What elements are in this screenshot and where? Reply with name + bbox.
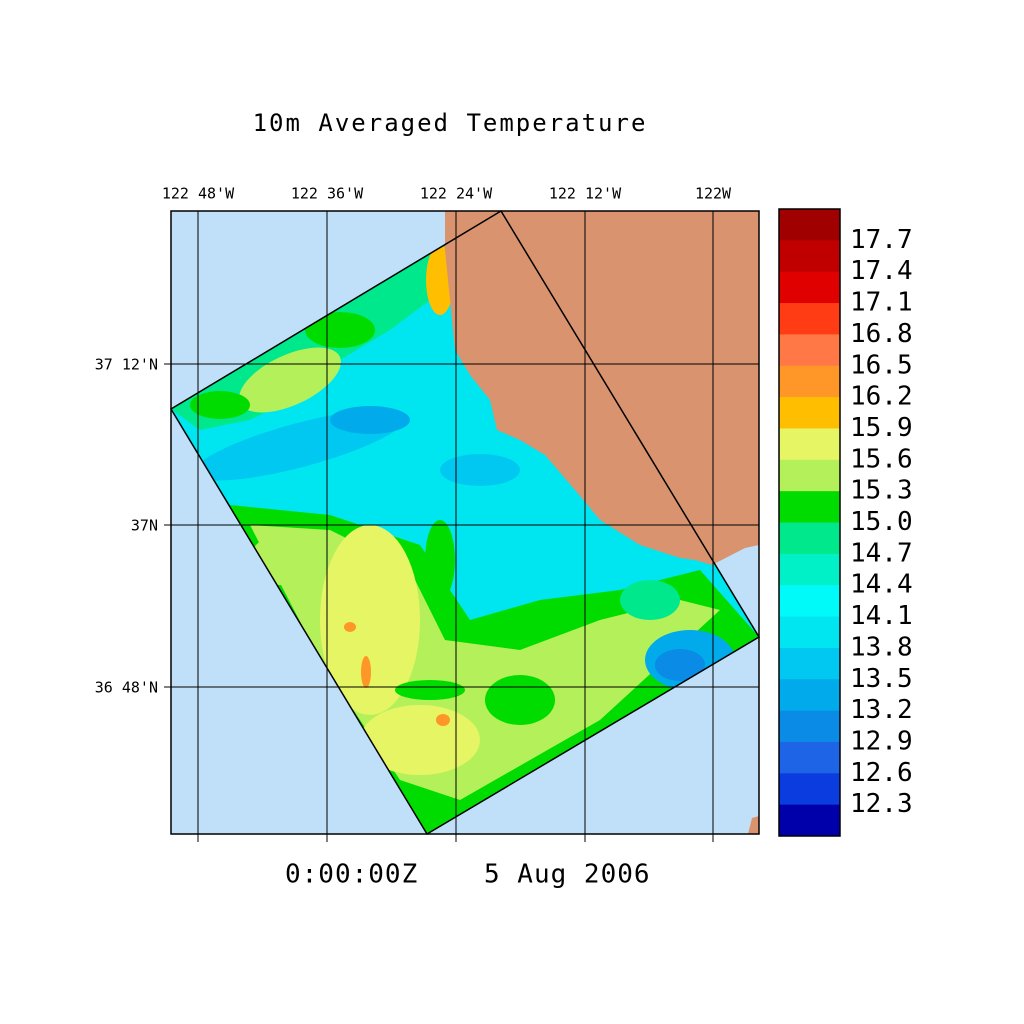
colorbar-label: 14.7 (850, 538, 913, 568)
land (445, 211, 759, 565)
colorbar-box (779, 240, 840, 273)
colorbar-box (779, 365, 840, 398)
colorbar-box (779, 459, 840, 492)
colorbar-label: 17.1 (850, 288, 913, 318)
lon-label: 122 36'W (291, 185, 364, 203)
lon-label: 122W (695, 185, 732, 203)
lon-label: 122 48'W (162, 185, 235, 203)
lat-label: 37N (131, 517, 158, 535)
map-frame (170, 210, 760, 835)
colorbar-label: 15.6 (850, 444, 913, 474)
colorbar-box (779, 773, 840, 806)
colorbar-label: 12.3 (850, 789, 913, 819)
colorbar-label: 12.9 (850, 726, 913, 756)
colorbar-label: 17.4 (850, 256, 913, 286)
colorbar-box (779, 428, 840, 461)
colorbar-box (779, 397, 840, 429)
colorbar-box (779, 553, 840, 586)
colorbar-box (779, 491, 840, 523)
colorbar-box (779, 679, 840, 712)
colorbar-label: 15.3 (850, 476, 913, 506)
colorbar-label: 13.2 (850, 695, 913, 725)
colorbar-box (779, 804, 840, 837)
colorbar-label: 15.0 (850, 507, 913, 537)
title: 10m Averaged Temperature (253, 109, 648, 137)
colorbar: 17.717.417.116.816.516.215.915.615.315.0… (778, 208, 913, 837)
colorbar-box (779, 741, 840, 774)
colorbar-box (779, 522, 840, 555)
land (748, 816, 759, 834)
colorbar-box (779, 616, 840, 649)
colorbar-box (779, 710, 840, 743)
colorbar-frame (778, 208, 841, 837)
date-label: 5 Aug 2006 (484, 860, 651, 890)
colorbar-label: 13.8 (850, 632, 913, 662)
lon-label: 122 24'W (420, 185, 493, 203)
lat-label: 37 12'N (95, 356, 158, 374)
colorbar-box (779, 585, 840, 618)
lat-label: 36 48'N (95, 679, 158, 697)
colorbar-label: 14.1 (850, 601, 913, 631)
lon-label: 122 12'W (549, 185, 622, 203)
colorbar-label: 15.9 (850, 413, 913, 443)
colorbar-label: 12.6 (850, 758, 913, 788)
colorbar-box (779, 209, 840, 241)
colorbar-box (779, 303, 840, 335)
colorbar-box (779, 271, 840, 304)
colorbar-label: 13.5 (850, 664, 913, 694)
colorbar-label: 14.4 (850, 570, 913, 600)
colorbar-label: 17.7 (850, 225, 913, 255)
colorbar-label: 16.5 (850, 350, 913, 380)
colorbar-box (779, 647, 840, 680)
colorbar-label: 16.8 (850, 319, 913, 349)
colorbar-label: 16.2 (850, 382, 913, 412)
colorbar-box (779, 334, 840, 367)
time-label: 0:00:00Z (285, 860, 418, 890)
